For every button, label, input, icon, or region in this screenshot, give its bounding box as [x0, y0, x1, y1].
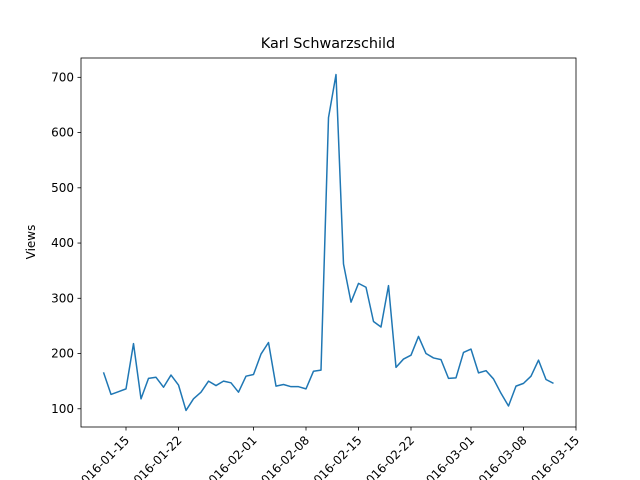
y-tick-label: 100	[51, 402, 74, 416]
line	[102, 73, 554, 412]
y-tick-label: 200	[51, 347, 74, 361]
y-tick-label: 300	[51, 291, 74, 305]
y-tick-label: 600	[51, 126, 74, 140]
chart-title: Karl Schwarzschild	[261, 36, 395, 52]
y-tick-label: 700	[51, 70, 74, 84]
y-axis-label: Views	[24, 225, 38, 260]
y-tick-label: 500	[51, 181, 74, 195]
y-tick-label: 400	[51, 236, 74, 250]
axes-frame	[80, 57, 577, 428]
